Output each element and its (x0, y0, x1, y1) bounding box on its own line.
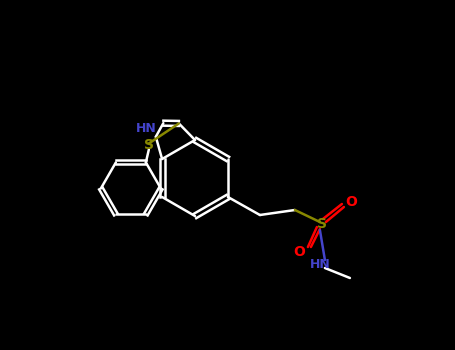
Text: S: S (317, 217, 327, 231)
Text: S: S (144, 139, 154, 153)
Text: O: O (345, 195, 357, 209)
Text: O: O (293, 245, 305, 259)
Text: HN: HN (136, 122, 156, 135)
Text: HN: HN (309, 259, 330, 272)
